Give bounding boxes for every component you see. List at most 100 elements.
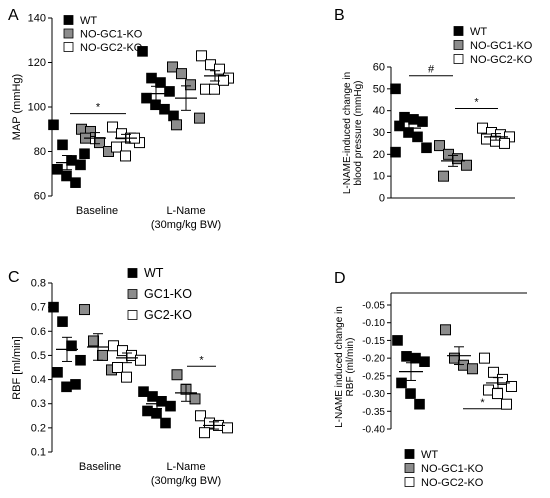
data-point <box>501 398 512 410</box>
y-tick-label: -0.20 <box>362 354 385 365</box>
data-point <box>79 148 90 160</box>
y-tick-label: 60 <box>373 62 385 74</box>
data-point <box>155 77 166 88</box>
panel-label: C <box>8 269 20 286</box>
y-tick-label: 40 <box>373 105 385 117</box>
legend-entry: GC1-KO <box>144 287 192 301</box>
legend-marker <box>404 477 415 487</box>
y-tick-label: 0.8 <box>31 278 46 290</box>
data-point <box>412 131 423 143</box>
panel-label: D <box>334 270 346 287</box>
data-point <box>396 377 407 389</box>
y-tick-label: 60 <box>34 191 46 203</box>
significance-marker: * <box>96 102 101 114</box>
legend-marker <box>453 40 464 50</box>
data-point <box>194 112 205 124</box>
legend-marker <box>404 449 415 459</box>
y-axis-label: MAP (mmHg) <box>11 74 23 140</box>
legend-entry: WT <box>421 449 438 461</box>
data-point <box>408 114 419 125</box>
data-point <box>61 381 72 393</box>
y-tick-label: 20 <box>373 149 385 161</box>
legend-entry: NO-GC1-KO <box>80 29 143 41</box>
data-point <box>160 417 171 429</box>
legend-marker <box>63 42 74 52</box>
data-point <box>214 63 225 75</box>
legend-marker <box>453 54 464 64</box>
legend-marker <box>63 28 74 39</box>
data-point <box>499 137 510 149</box>
y-tick-label: 100 <box>28 102 46 114</box>
data-point <box>394 120 405 132</box>
legend-entry: NO-GC2-KO <box>470 54 533 66</box>
y-tick-label: 0.1 <box>31 447 46 459</box>
panel-d: D -0.05 -0.10 -0.15 -0.20 -0.25 -0.30 -0.35 -0.4… <box>334 270 527 489</box>
legend-marker <box>404 463 415 473</box>
data-point <box>112 362 123 373</box>
data-point <box>390 83 401 95</box>
panel-a: A 60 80 100 120 140 MAP (mmHg) Baseline L-Name (3… <box>8 7 234 231</box>
legend-entry: NO-GC2-KO <box>80 42 143 54</box>
data-point <box>138 386 149 397</box>
data-point <box>48 119 59 131</box>
data-point <box>506 380 517 392</box>
y-tick-label: 140 <box>28 13 46 25</box>
data-point <box>75 354 86 366</box>
data-point <box>151 408 162 419</box>
data-point <box>57 139 68 151</box>
data-point <box>417 116 428 127</box>
data-point <box>222 422 233 434</box>
data-point <box>120 150 131 162</box>
group-sublabel: (30mg/kg BW) <box>151 475 221 487</box>
legend-entry: GC2-KO <box>144 308 192 322</box>
group-label: L-Name <box>166 205 205 217</box>
data-point <box>164 86 175 97</box>
data-point <box>167 61 178 73</box>
legend-entry: NO-GC1-KO <box>470 40 533 52</box>
group-label: Baseline <box>79 461 121 473</box>
legend-marker <box>127 268 138 278</box>
legend-entry: WT <box>144 266 164 280</box>
data-point <box>199 427 210 439</box>
data-point <box>438 170 449 182</box>
legend-entry: NO-GC2-KO <box>421 477 484 489</box>
data-point <box>79 304 90 316</box>
y-tick-label: 0.2 <box>31 422 46 434</box>
data-point <box>88 335 99 347</box>
data-point <box>419 356 430 367</box>
y-tick-label: 50 <box>373 83 385 95</box>
y-axis-label: L-NAME-induced change inblood pressure (… <box>342 72 364 194</box>
y-axis-label: RBF [ml/min] <box>11 336 23 400</box>
data-point <box>189 393 201 405</box>
data-point <box>405 388 416 399</box>
y-axis-label: L-NAME induced change inRBF (ml/min) <box>334 306 356 428</box>
data-point <box>70 379 81 390</box>
y-tick-label: 0 <box>379 193 385 205</box>
data-point <box>392 335 403 346</box>
data-point <box>137 46 148 57</box>
data-point <box>176 68 187 80</box>
y-tick-label: -0.10 <box>362 318 385 329</box>
data-point <box>75 159 86 171</box>
y-tick-label: -0.25 <box>362 371 385 382</box>
panel-label: A <box>8 7 19 24</box>
y-tick-label: 30 <box>373 127 385 139</box>
data-point <box>421 142 432 154</box>
y-tick-label: 80 <box>34 146 46 158</box>
data-point <box>107 121 118 133</box>
significance-marker: * <box>199 354 204 366</box>
data-point <box>440 324 451 336</box>
data-point <box>218 74 229 86</box>
y-tick-label: -0.40 <box>362 425 385 436</box>
data-point <box>142 405 153 417</box>
data-point <box>147 391 158 402</box>
data-point <box>52 367 63 378</box>
y-tick-label: 0.4 <box>31 374 46 386</box>
data-point <box>492 388 503 400</box>
legend-marker <box>63 15 74 25</box>
data-point <box>61 170 72 182</box>
data-point <box>196 50 207 62</box>
y-tick-label: 0.6 <box>31 326 46 338</box>
data-point <box>195 410 206 422</box>
